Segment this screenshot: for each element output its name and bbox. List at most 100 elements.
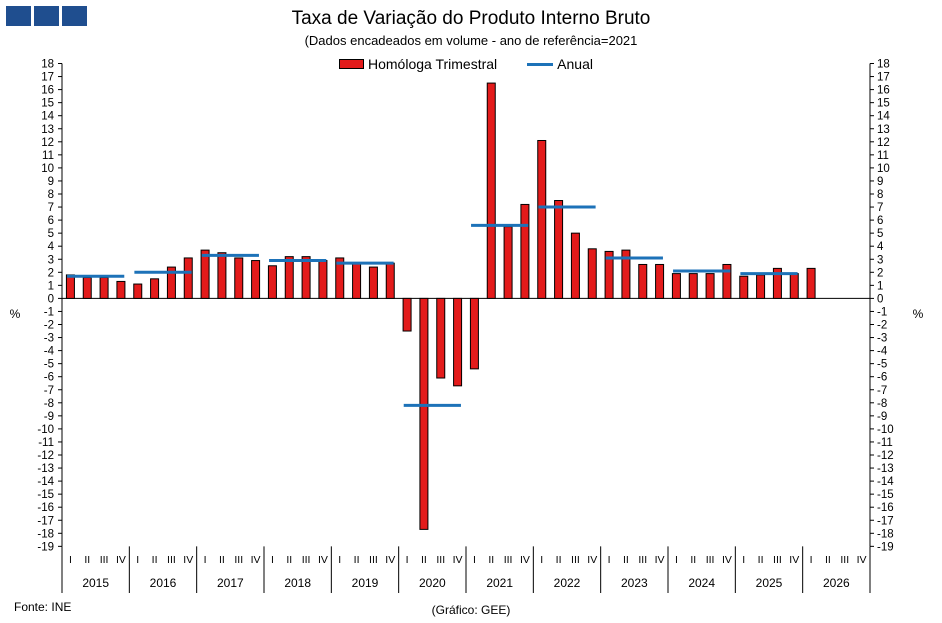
y-tick-label-right: -10: [877, 424, 894, 436]
bar: [739, 275, 749, 299]
quarter-label: IV: [520, 554, 530, 566]
bar: [318, 260, 328, 299]
quarter-label: IV: [857, 554, 867, 566]
year-label: 2019: [352, 576, 379, 590]
bar: [335, 257, 345, 299]
quarter-label: I: [204, 554, 207, 566]
bar: [570, 232, 580, 299]
quarter-label: III: [167, 554, 176, 566]
y-tick-label-right: -13: [877, 463, 894, 475]
bar: [722, 263, 732, 299]
bar: [368, 266, 378, 299]
bar: [234, 257, 244, 299]
y-tick-label-left: 11: [42, 150, 54, 162]
quarter-label: II: [758, 554, 764, 566]
y-tick-label-left: 4: [48, 241, 55, 253]
y-tick-label-left: -17: [37, 515, 54, 527]
y-tick-label-right: 1: [877, 280, 883, 292]
y-tick-label-left: -11: [38, 437, 54, 449]
bar: [554, 200, 564, 299]
y-tick-label-left: 7: [48, 202, 54, 214]
y-tick-label-right: 7: [877, 202, 883, 214]
y-tick-label-left: 9: [48, 176, 54, 188]
y-tick-label-right: -17: [877, 515, 894, 527]
chart-title: Taxa de Variação do Produto Interno Brut…: [291, 8, 651, 29]
y-tick-label-left: 1: [48, 280, 54, 292]
y-tick-label-left: 17: [41, 72, 54, 84]
quarter-label: IV: [655, 554, 665, 566]
y-tick-label-right: -1: [877, 306, 887, 318]
y-tick-label-right: -15: [877, 489, 894, 501]
quarter-label: II: [152, 554, 158, 566]
quarter-label: III: [773, 554, 782, 566]
y-tick-label-left: 15: [41, 98, 54, 110]
y-tick-label-right: 8: [877, 189, 883, 201]
quarter-label: III: [436, 554, 445, 566]
year-label: 2023: [621, 576, 648, 590]
y-tick-label-left: -12: [37, 450, 54, 462]
chart-legend: Homóloga Trimestral Anual: [339, 56, 593, 72]
y-tick-label-right: -16: [877, 502, 894, 514]
y-tick-label-right: -4: [877, 346, 888, 358]
bar: [82, 277, 92, 299]
quarter-label: III: [840, 554, 849, 566]
bar: [352, 262, 362, 299]
y-tick-label-left: -16: [37, 502, 54, 514]
quarter-label: II: [286, 554, 292, 566]
bar: [267, 265, 277, 299]
quarter-label: I: [675, 554, 678, 566]
quarter-label: II: [556, 554, 562, 566]
bar: [503, 226, 513, 299]
bar: [688, 273, 698, 299]
y-tick-label-right: -11: [877, 437, 893, 449]
quarter-label: IV: [789, 554, 799, 566]
year-label: 2025: [756, 576, 783, 590]
y-tick-label-right: -18: [877, 528, 894, 540]
y-tick-label-left: -5: [44, 359, 54, 371]
quarter-label: IV: [587, 554, 597, 566]
y-tick-label-right: 12: [877, 137, 890, 149]
quarter-label: II: [84, 554, 90, 566]
y-tick-label-right: 5: [877, 228, 883, 240]
y-tick-label-right: -8: [877, 398, 887, 410]
logo-block: [62, 6, 87, 26]
quarter-label: IV: [453, 554, 463, 566]
quarter-label: I: [473, 554, 476, 566]
y-axis-title-right: %: [913, 307, 924, 321]
bar: [183, 257, 193, 299]
y-tick-label-left: 2: [48, 267, 54, 279]
bar: [150, 278, 160, 299]
y-tick-label-right: 16: [877, 85, 890, 97]
y-tick-label-left: 6: [48, 215, 54, 227]
legend-bar-swatch: [339, 59, 364, 69]
y-tick-label-left: 10: [41, 163, 54, 175]
bar: [65, 274, 75, 299]
y-axis-title-left: %: [10, 307, 21, 321]
y-tick-label-left: 12: [41, 137, 54, 149]
year-label: 2017: [217, 576, 244, 590]
bar: [385, 262, 395, 299]
quarter-label: IV: [116, 554, 126, 566]
y-tick-label-right: 13: [877, 124, 890, 136]
quarter-label: I: [810, 554, 813, 566]
y-tick-label-left: 18: [41, 59, 54, 71]
y-tick-label-right: 11: [877, 150, 889, 162]
y-tick-label-left: 8: [48, 189, 54, 201]
legend-label-quarterly: Homóloga Trimestral: [368, 56, 498, 72]
quarter-label: III: [571, 554, 580, 566]
bar: [402, 297, 412, 332]
y-tick-label-left: -15: [37, 489, 54, 501]
ine-logo: [6, 6, 87, 26]
bar: [217, 252, 227, 299]
bar: [284, 256, 294, 299]
year-label: 2015: [82, 576, 109, 590]
quarter-label: II: [690, 554, 696, 566]
y-tick-label-left: -6: [44, 372, 54, 384]
y-tick-label-left: -4: [44, 346, 55, 358]
y-tick-label-right: -5: [877, 359, 887, 371]
y-tick-label-left: 14: [41, 111, 54, 123]
y-tick-label-left: -8: [44, 398, 54, 410]
chart-subtitle: (Dados encadeados em volume - ano de ref…: [304, 33, 638, 48]
y-tick-label-right: 6: [877, 215, 883, 227]
